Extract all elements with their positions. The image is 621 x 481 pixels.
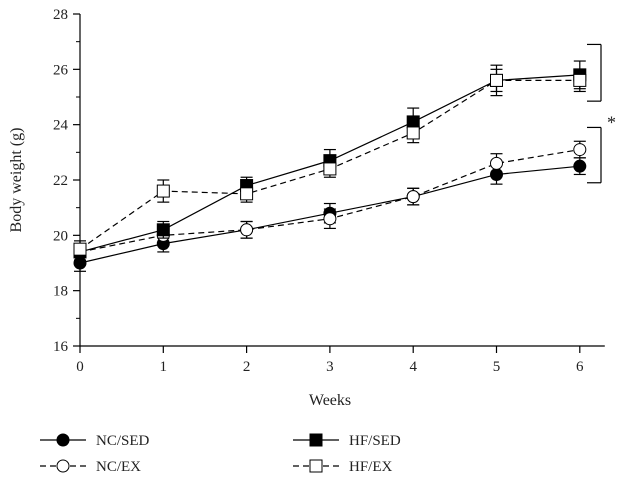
x-axis-label: Weeks — [309, 392, 351, 409]
legend-item: NC/EX — [40, 459, 141, 475]
data-point — [156, 184, 170, 198]
data-point — [240, 223, 254, 237]
legend-marker — [56, 433, 70, 447]
legend-item: HF/SED — [293, 433, 401, 449]
y-tick-label: 22 — [53, 173, 68, 189]
x-tick-label: 5 — [493, 359, 501, 375]
data-point — [573, 159, 587, 173]
x-tick-label: 4 — [409, 359, 417, 375]
data-point — [406, 190, 420, 204]
data-point — [490, 156, 503, 170]
legend-label: HF/EX — [349, 459, 393, 475]
data-point — [156, 223, 170, 237]
y-axis-label: Body weight (g) — [8, 128, 25, 233]
data-point — [573, 143, 587, 157]
y-tick-label: 24 — [53, 118, 69, 134]
legend-marker — [56, 459, 70, 473]
legend-label: NC/EX — [96, 459, 141, 475]
data-point — [240, 187, 254, 201]
data-point — [406, 126, 420, 140]
legend: NC/SED NC/EX HF/SED HF/EX — [40, 433, 401, 475]
data-point — [323, 212, 337, 226]
data-point — [490, 73, 503, 87]
data-point — [323, 162, 337, 176]
series-hf-ex — [73, 68, 587, 259]
axes: 0 1 2 3 4 5 6 16 18 20 22 24 26 28 — [53, 7, 605, 375]
annotations: * — [587, 43, 616, 184]
significance-asterisk: * — [607, 113, 616, 133]
data-point — [73, 242, 87, 256]
y-tick-label: 20 — [53, 228, 68, 244]
y-tick-label: 18 — [53, 284, 68, 300]
y-tick-label: 26 — [53, 62, 69, 78]
x-tick-label: 0 — [76, 359, 84, 375]
x-tick-label: 2 — [243, 359, 251, 375]
x-tick-label: 3 — [326, 359, 334, 375]
y-tick-label: 28 — [53, 7, 68, 23]
y-tick-label: 16 — [53, 339, 69, 355]
legend-marker — [309, 433, 323, 447]
x-tick-label: 1 — [160, 359, 168, 375]
series-group — [73, 60, 587, 272]
legend-marker — [309, 459, 323, 473]
legend-item: NC/SED — [40, 433, 150, 449]
legend-label: NC/SED — [96, 433, 150, 449]
legend-item: HF/EX — [293, 459, 393, 475]
x-tick-label: 6 — [576, 359, 584, 375]
data-point — [573, 73, 587, 87]
legend-label: HF/SED — [349, 433, 401, 449]
